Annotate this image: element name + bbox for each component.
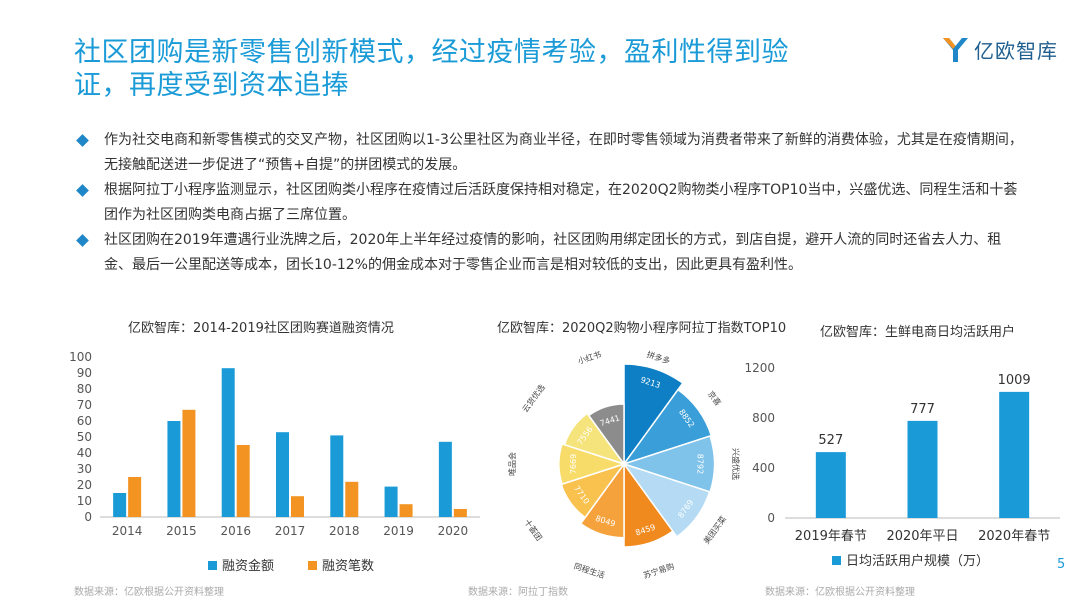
y-tick-label: 50 xyxy=(77,430,92,444)
y-tick-label: 1200 xyxy=(744,361,775,375)
legend-swatch xyxy=(832,556,841,565)
y-tick-label: 60 xyxy=(77,414,92,428)
slice-value-label: 7669 xyxy=(569,454,578,474)
bullet-item: 作为社交电商和新零售模式的交叉产物，社区团购以1-3公里社区为商业半径，在即时零… xyxy=(74,128,1024,178)
bar xyxy=(345,481,359,517)
x-tick-label: 2014 xyxy=(112,524,143,538)
bar xyxy=(182,409,196,517)
bar xyxy=(399,504,413,517)
slice-name-label: 同程生活 xyxy=(573,561,607,580)
data-label: 527 xyxy=(818,433,843,448)
y-tick-label: 0 xyxy=(767,511,775,525)
legend-label: 日均活跃用户规模（万） xyxy=(846,553,989,569)
y-tick-label: 100 xyxy=(69,350,92,364)
chart1-title: 亿欧智库：2014-2019社区团购赛道融资情况 xyxy=(128,321,394,336)
bar xyxy=(907,420,938,518)
y-tick-label: 400 xyxy=(752,461,775,475)
logo: 亿欧智库 xyxy=(940,34,1058,64)
x-tick-label: 2019 xyxy=(383,524,414,538)
x-tick-label: 2018 xyxy=(329,524,360,538)
slice-name-label: 京喜 xyxy=(706,389,723,408)
rose-slice xyxy=(560,462,626,519)
page-title: 社区团购是新零售创新模式，经过疫情考验，盈利性得到验证，再度受到资本追捧 xyxy=(74,37,789,101)
y-tick-label: 80 xyxy=(77,382,92,396)
bar xyxy=(236,445,250,517)
bar xyxy=(384,486,398,517)
rose-slice xyxy=(622,462,711,538)
data-label: 1009 xyxy=(998,373,1031,388)
x-tick-label: 2019年春节 xyxy=(795,529,867,544)
rose-slice xyxy=(558,442,627,486)
y-tick-label: 10 xyxy=(77,494,92,508)
bar xyxy=(128,477,142,517)
bar xyxy=(815,452,846,518)
x-tick-label: 2020年平日 xyxy=(886,529,958,544)
logo-icon xyxy=(943,38,968,62)
bar xyxy=(221,368,235,517)
rose-slice xyxy=(623,363,684,467)
dau-bar-chart: 0 400 800 1200 527 2019年春节 777 2020年平日 1009 2020年… xyxy=(744,361,1060,569)
x-tick-label: 2020年春节 xyxy=(978,529,1050,544)
slice-name-label: 小红书 xyxy=(576,349,602,366)
x-tick-label: 2015 xyxy=(166,524,197,538)
bar xyxy=(330,435,344,517)
y-tick-label: 20 xyxy=(77,478,92,492)
x-tick-label: 2016 xyxy=(220,524,251,538)
rose-slice xyxy=(563,412,626,466)
source-note: 数据来源：亿欧根据公开资料整理 xyxy=(74,587,224,598)
bar xyxy=(438,441,452,517)
source-note: 数据来源：阿拉丁指数 xyxy=(468,587,568,598)
rose-slice xyxy=(587,403,625,467)
slice-name-label: 云货优选 xyxy=(520,382,547,414)
x-tick-label: 2020 xyxy=(438,524,469,538)
bar xyxy=(167,421,181,517)
source-note: 数据来源：亿欧根据公开资料整理 xyxy=(765,587,915,598)
y-tick-label: 70 xyxy=(77,398,92,412)
bullet-item: 根据阿拉丁小程序监测显示，社区团购类小程序在疫情过后活跃度保持相对稳定，在202… xyxy=(74,178,1024,228)
bar xyxy=(113,493,127,517)
y-tick-label: 30 xyxy=(77,462,92,476)
slice-value-label: 8792 xyxy=(695,454,704,474)
diamond-bullet-icon xyxy=(76,184,89,197)
legend-swatch xyxy=(308,561,317,570)
slice-name-label: 兴盛优选 xyxy=(731,448,741,480)
diamond-bullet-icon xyxy=(76,134,89,147)
y-tick-label: 90 xyxy=(77,366,92,380)
slice-name-label: 美团买菜 xyxy=(701,514,728,546)
bullet-text: 社区团购在2019年遭遇行业洗牌之后，2020年上半年经过疫情的影响，社区团购用… xyxy=(104,232,1002,273)
slice-name-label: 十荟团 xyxy=(522,517,544,542)
rose-slice xyxy=(579,461,625,539)
logo-text: 亿欧智库 xyxy=(974,38,1058,63)
x-tick-label: 2017 xyxy=(275,524,306,538)
y-tick-label: 40 xyxy=(77,446,92,460)
legend-label: 融资笔数 xyxy=(322,558,374,574)
page-number: 5 xyxy=(1057,557,1066,572)
rose-slice xyxy=(622,388,713,466)
bullet-text: 作为社交电商和新零售模式的交叉产物，社区团购以1-3公里社区为商业半径，在即时零… xyxy=(104,132,1023,173)
chart3-title: 亿欧智库：生鲜电商日均活跃用户 xyxy=(820,325,1016,340)
data-label: 777 xyxy=(910,402,935,417)
bar xyxy=(291,496,304,517)
bullet-text: 根据阿拉丁小程序监测显示，社区团购类小程序在疫情过后活跃度保持相对稳定，在202… xyxy=(104,182,1018,223)
slice-name-label: 唯品会 xyxy=(507,452,517,476)
bar xyxy=(453,509,467,517)
bar xyxy=(276,432,289,517)
slice-name-label: 拼多多 xyxy=(646,349,672,366)
bar xyxy=(999,391,1030,518)
legend-swatch xyxy=(208,561,217,570)
y-tick-label: 0 xyxy=(84,510,92,524)
rose-slice xyxy=(623,461,674,548)
bullet-item: 社区团购在2019年遭遇行业洗牌之后，2020年上半年经过疫情的影响，社区团购用… xyxy=(74,228,1024,278)
slice-name-label: 苏宁易购 xyxy=(642,561,676,580)
chart2-title: 亿欧智库：2020Q2购物小程序阿拉丁指数TOP10 xyxy=(497,321,787,336)
funding-bar-chart: 0 10 20 30 40 50 60 70 80 90 100 2014 2015 2016 2017 20… xyxy=(69,350,480,574)
diamond-bullet-icon xyxy=(76,234,89,247)
bullet-list: 作为社交电商和新零售模式的交叉产物，社区团购以1-3公里社区为商业半径，在即时零… xyxy=(74,128,1024,278)
y-tick-label: 800 xyxy=(752,411,775,425)
legend-label: 融资金额 xyxy=(222,558,274,574)
